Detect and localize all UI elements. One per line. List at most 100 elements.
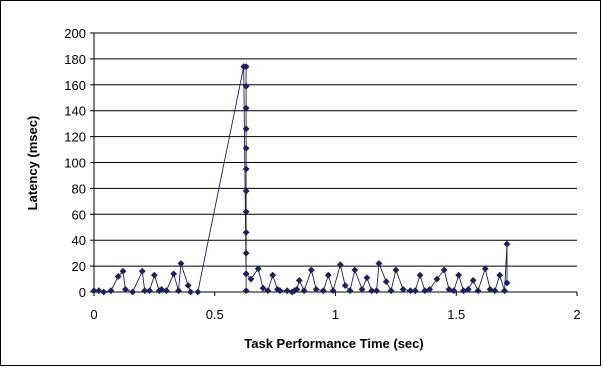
data-point-0-62	[375, 260, 383, 267]
data-point-0-25	[242, 229, 250, 236]
tick-labels: 0 20 40 60 80 100 120 140 160 180 200 0 0.5 1 1.5 2	[64, 26, 580, 322]
data-point-0-56	[346, 287, 354, 295]
data-point-0-34	[242, 82, 250, 90]
grid-lines	[94, 32, 577, 267]
data-point-0-84	[496, 271, 504, 279]
y-tick-label-2: 40	[72, 233, 86, 248]
data-point-0-86	[503, 240, 511, 248]
series-group	[90, 63, 511, 296]
axes	[90, 32, 578, 296]
data-point-0-79	[469, 276, 477, 284]
x-tick-label-4: 2	[573, 307, 580, 322]
x-tick-label-0: 0	[90, 307, 97, 322]
data-point-0-49	[307, 266, 315, 274]
data-point-0-71	[426, 286, 434, 293]
data-point-0-15	[170, 270, 178, 278]
data-point-0-72	[433, 275, 441, 283]
series-line-0	[94, 66, 508, 293]
x-tick-label-3: 1.5	[447, 307, 465, 322]
data-point-0-61	[373, 287, 380, 295]
data-point-0-29	[242, 144, 250, 152]
y-tick-label-5: 100	[64, 156, 86, 171]
data-point-0-46	[293, 286, 301, 293]
data-point-0-65	[392, 266, 400, 274]
data-point-0-87	[503, 279, 511, 287]
data-point-0-13	[158, 286, 166, 293]
data-point-0-47	[295, 276, 303, 284]
y-tick-label-7: 140	[64, 104, 86, 119]
data-point-0-58	[358, 286, 366, 293]
data-point-0-83	[491, 287, 499, 295]
data-point-0-39	[264, 287, 272, 295]
data-point-0-17	[177, 260, 185, 267]
data-point-0-85	[501, 287, 508, 295]
data-point-0-54	[336, 261, 344, 269]
data-point-0-55	[341, 282, 349, 289]
y-tick-label-0: 0	[79, 285, 86, 300]
y-axis-title: Latency (msec)	[25, 116, 40, 211]
data-point-0-59	[363, 274, 371, 282]
x-axis-title: Task Performance Time (sec)	[244, 336, 423, 351]
data-point-0-38	[259, 284, 267, 292]
data-point-0-42	[276, 287, 284, 295]
data-point-0-24	[242, 249, 250, 257]
data-point-0-70	[421, 287, 429, 295]
data-point-0-18	[184, 282, 192, 289]
data-point-0-7	[129, 288, 137, 296]
y-tick-label-6: 120	[64, 130, 86, 145]
y-tick-label-4: 80	[72, 181, 86, 196]
data-point-0-50	[312, 286, 320, 293]
data-point-0-69	[416, 271, 424, 279]
data-point-0-20	[194, 288, 202, 296]
data-point-0-67	[406, 287, 414, 295]
data-point-0-53	[329, 287, 337, 295]
data-point-0-77	[460, 287, 467, 295]
data-point-0-63	[382, 278, 390, 286]
y-tick-label-10: 200	[64, 26, 86, 41]
y-tick-label-9: 180	[64, 52, 86, 67]
data-point-0-40	[269, 271, 277, 279]
x-tick-label-2: 1	[332, 307, 339, 322]
data-point-0-33	[242, 63, 250, 71]
data-point-0-66	[399, 286, 407, 293]
data-point-0-2	[100, 288, 108, 296]
data-point-0-10	[146, 287, 153, 295]
data-point-0-81	[481, 265, 489, 273]
data-point-0-51	[320, 287, 327, 295]
data-point-0-6	[121, 286, 129, 293]
x-tick-label-1: 0.5	[206, 307, 224, 322]
data-point-0-8	[138, 267, 146, 275]
data-point-0-23	[242, 287, 250, 295]
data-point-0-48	[300, 287, 308, 295]
data-point-0-60	[368, 287, 376, 295]
data-point-0-57	[351, 266, 359, 274]
data-point-0-5	[119, 267, 127, 275]
y-tick-label-3: 60	[72, 207, 86, 222]
data-point-0-78	[464, 286, 472, 293]
data-point-0-80	[474, 287, 482, 295]
data-point-0-3	[107, 287, 115, 295]
data-point-0-76	[455, 271, 463, 279]
data-point-0-30	[242, 125, 250, 133]
data-point-0-74	[445, 286, 453, 293]
data-point-0-75	[450, 287, 458, 295]
data-point-0-36	[247, 275, 255, 283]
y-tick-label-8: 160	[64, 78, 86, 93]
data-point-0-26	[242, 208, 250, 216]
data-point-0-35	[242, 270, 250, 278]
data-point-0-52	[324, 271, 332, 279]
data-point-0-28	[242, 165, 250, 173]
data-point-0-68	[411, 287, 419, 295]
data-point-0-16	[175, 287, 182, 295]
data-point-0-31	[242, 104, 250, 112]
data-point-0-43	[283, 287, 291, 295]
data-point-0-9	[141, 287, 149, 295]
data-point-0-37	[254, 265, 262, 273]
data-point-0-27	[242, 187, 250, 195]
data-point-0-19	[187, 288, 194, 296]
y-tick-label-1: 20	[72, 259, 86, 274]
data-point-0-73	[440, 266, 448, 274]
data-point-0-11	[150, 271, 158, 279]
